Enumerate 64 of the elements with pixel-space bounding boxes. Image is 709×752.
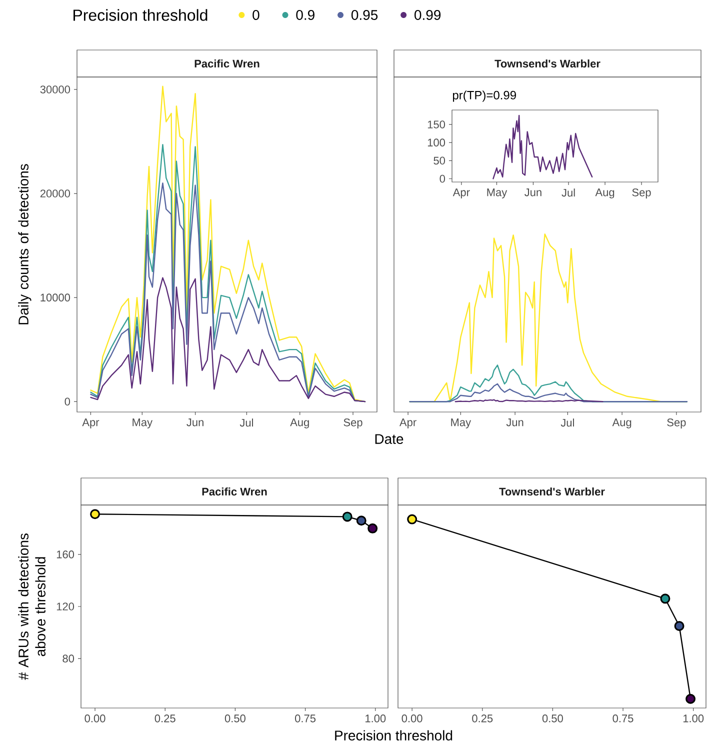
point <box>90 509 100 520</box>
x-tick-label: Sep <box>344 418 362 428</box>
x-tick-label: 0.00 <box>84 714 106 722</box>
legend-label: 0.95 <box>351 10 378 20</box>
x-tick-label: 0.75 <box>295 714 316 722</box>
x-tick-label: 0.25 <box>154 714 176 722</box>
x-tick-label: Aug <box>612 418 632 428</box>
chart-title: Pacific Wren <box>194 59 260 68</box>
x-tick-label: 0.00 <box>402 714 422 722</box>
x-tick-label: May <box>132 418 153 428</box>
x-tick-label: 0.25 <box>472 714 493 722</box>
point <box>356 516 366 526</box>
y-axis-title: # ARUs with detections above threshold <box>18 534 46 680</box>
y-tick-label: 10000 <box>40 294 70 302</box>
x-tick-label: 0.75 <box>612 714 634 722</box>
point <box>368 523 378 534</box>
line-series <box>492 114 593 180</box>
legend-label: 0.99 <box>414 10 441 20</box>
x-tick-label: Apr <box>452 188 470 198</box>
legend-label: 0.9 <box>296 10 314 20</box>
x-tick-label: May <box>451 418 472 428</box>
y-tick-label: 20000 <box>40 190 70 198</box>
legend-label: 0 <box>252 10 260 20</box>
y-axis-title: Daily counts of detections <box>18 164 32 324</box>
point <box>660 594 670 604</box>
x-tick-label: Jun <box>186 418 204 426</box>
x-tick-label: Jul <box>560 418 574 427</box>
x-tick-label: 1.00 <box>683 714 704 722</box>
chart-title: Pacific Wren <box>202 487 267 496</box>
point <box>342 512 352 522</box>
x-tick-label: Jun <box>524 188 542 196</box>
x-tick-label: Jul <box>240 418 254 427</box>
x-tick-label: Jul <box>562 188 575 197</box>
x-tick-label: May <box>487 188 508 198</box>
point <box>686 694 696 704</box>
y-tick-label: 0 <box>64 398 70 406</box>
x-axis-title: Date <box>375 434 404 444</box>
chart-title: pr(TP)=0.99 <box>452 90 516 102</box>
line-series <box>90 277 366 402</box>
x-tick-label: Aug <box>595 188 614 198</box>
x-tick-label: Apr <box>82 418 100 428</box>
y-tick-label: 80 <box>62 654 74 662</box>
x-tick-label: Sep <box>667 418 686 428</box>
x-axis-title: Precision threshold <box>335 730 452 740</box>
y-tick-label: 150 <box>428 120 446 128</box>
x-tick-label: Apr <box>399 418 416 428</box>
x-tick-label: Jun <box>506 418 524 426</box>
x-tick-label: 1.00 <box>366 714 386 722</box>
x-tick-label: Sep <box>632 188 651 198</box>
y-tick-label: 0 <box>440 174 446 183</box>
point <box>674 621 684 632</box>
y-tick-label: 100 <box>428 138 446 146</box>
chart-title: Townsend's Warbler <box>499 487 605 496</box>
line-series <box>90 86 366 402</box>
y-tick-label: 30000 <box>40 86 70 94</box>
x-tick-label: 0.50 <box>542 714 563 722</box>
chart-title: Townsend's Warbler <box>494 59 600 68</box>
x-tick-label: 0.50 <box>224 714 246 722</box>
y-tick-label: 50 <box>434 156 446 165</box>
point <box>407 514 418 524</box>
legend-title: Precision threshold <box>74 9 208 21</box>
y-tick-label: 160 <box>56 550 74 558</box>
x-tick-label: Aug <box>290 418 309 428</box>
y-tick-label: 120 <box>56 602 74 610</box>
